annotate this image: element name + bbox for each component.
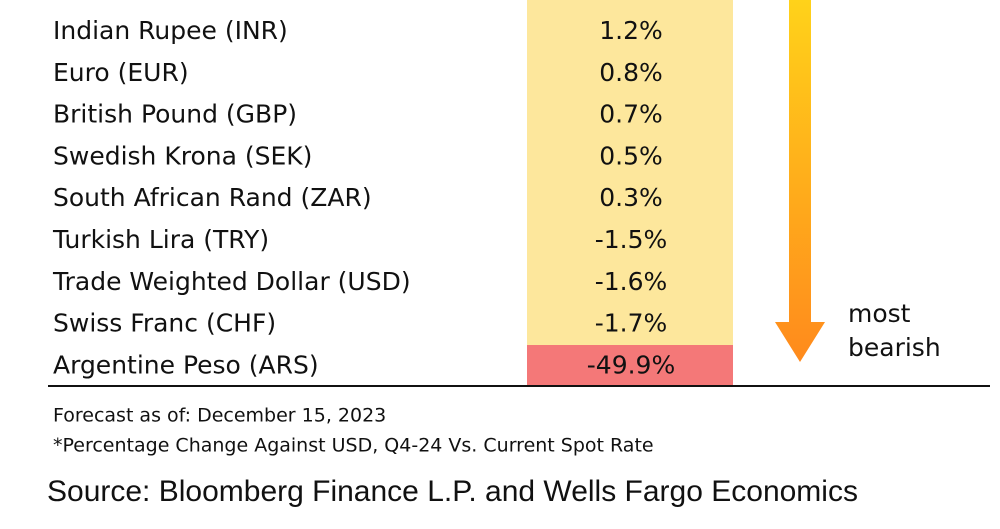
forecast-value: 1.2% (599, 16, 663, 45)
currency-name: Trade Weighted Dollar (USD) (52, 267, 411, 296)
currency-name: Turkish Lira (TRY) (52, 225, 269, 254)
currency-name: Indian Rupee (INR) (53, 16, 288, 45)
note: *Percentage Change Against USD, Q4-24 Vs… (53, 435, 654, 457)
bearish-arrow (775, 0, 825, 362)
forecast-value: 0.7% (599, 100, 663, 129)
currency-name: South African Rand (ZAR) (53, 183, 372, 212)
forecast-value: -1.6% (595, 267, 668, 296)
forecast-value: -49.9% (587, 350, 675, 379)
forecast-value: 0.8% (599, 58, 663, 87)
table-body: Indian Rupee (INR) 1.2% Euro (EUR) 0.8% Brit… (52, 16, 675, 379)
forecast-value: -1.7% (595, 309, 668, 338)
currency-name: Swedish Krona (SEK) (53, 141, 312, 170)
highlight-cell (527, 345, 733, 386)
forecast-value: 0.3% (599, 183, 663, 212)
forecast-value: 0.5% (599, 141, 663, 170)
note: Forecast as of: December 15, 2023 (53, 405, 386, 427)
forecast-column (527, 0, 733, 345)
currency-name: Euro (EUR) (53, 58, 189, 87)
arrow-label: bearish (848, 333, 941, 362)
currency-name: Argentine Peso (ARS) (53, 350, 319, 379)
currency-name: British Pound (GBP) (53, 100, 297, 129)
arrow-label: most (848, 299, 911, 328)
source: Source: Bloomberg Finance L.P. and Wells… (47, 475, 858, 508)
forecast-value: -1.5% (595, 225, 668, 254)
currency-name: Swiss Franc (CHF) (53, 309, 276, 338)
